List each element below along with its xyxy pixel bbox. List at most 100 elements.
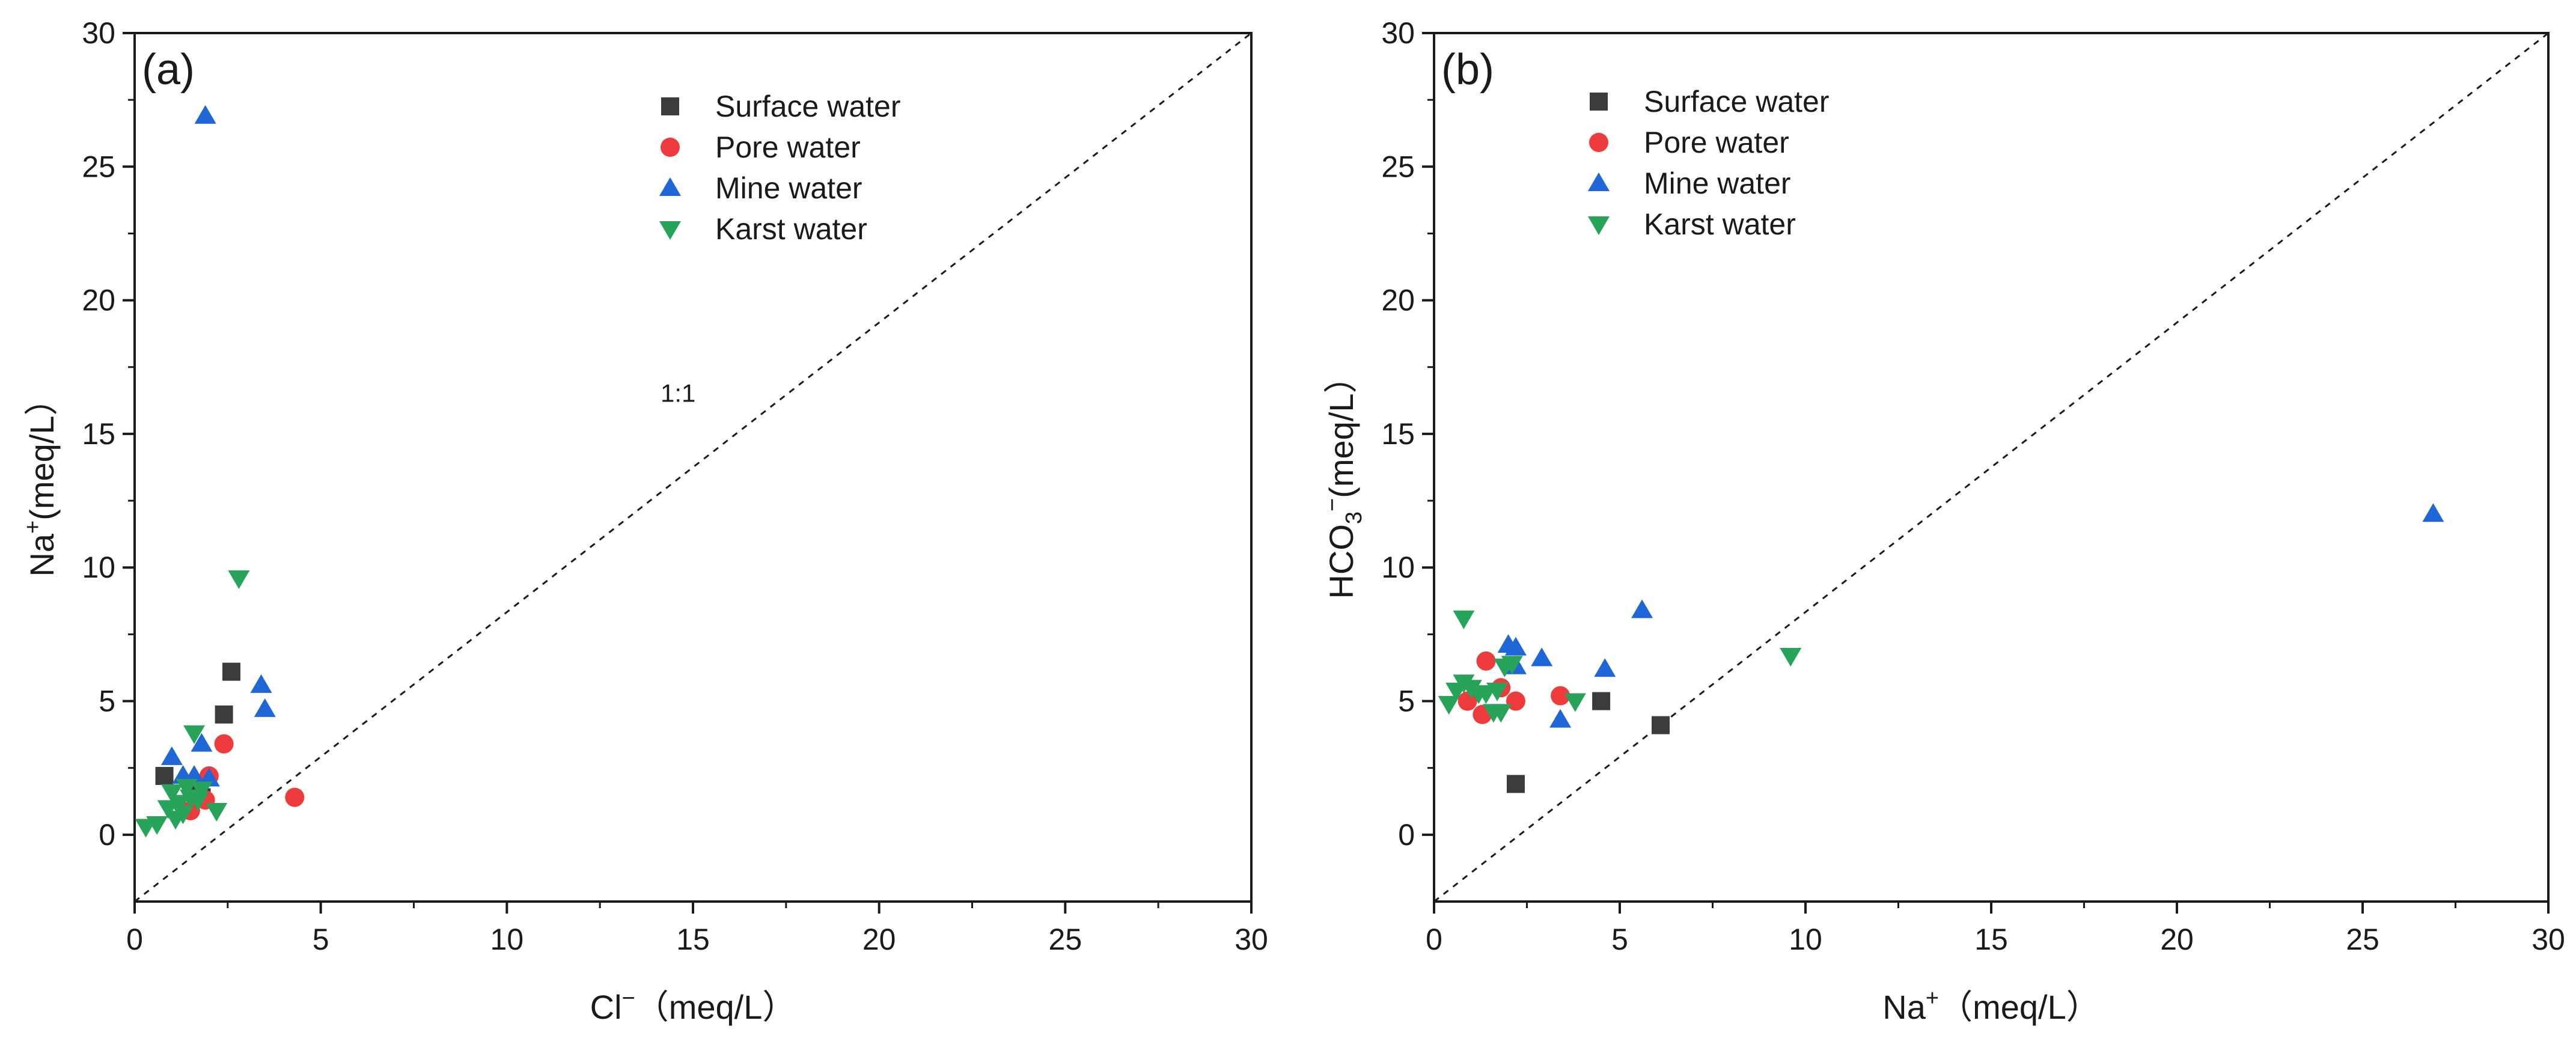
y-tick-label: 15 — [1381, 417, 1415, 451]
point-mine-water — [194, 105, 216, 124]
y-tick-label: 25 — [1381, 150, 1415, 183]
legend-marker-karst — [659, 221, 681, 240]
point-karst-water — [157, 800, 179, 819]
y-tick-label: 0 — [1398, 818, 1415, 852]
panel-b: 0 5 10 15 20 25 30 0 5 10 15 20 25 30 Na+（meq/L） HCO3−(… — [1320, 16, 2565, 1026]
x-tick-label: 15 — [1974, 923, 2008, 956]
point-surface-water — [215, 705, 233, 724]
legend-marker-mine — [659, 177, 681, 196]
x-tick-label: 30 — [1235, 923, 1268, 956]
point-mine-water — [2422, 503, 2444, 522]
legend-label-mine: Mine water — [715, 171, 862, 205]
legend-marker-pore — [661, 138, 680, 157]
plot-frame — [1433, 32, 2550, 903]
point-pore-water — [285, 787, 305, 807]
x-tick-label: 20 — [2160, 923, 2194, 956]
point-karst-water — [168, 795, 191, 814]
y-tick-label: 10 — [1381, 551, 1415, 584]
x-tick-label: 10 — [490, 923, 524, 956]
x-tick-label: 25 — [2346, 923, 2379, 956]
y-axis-title: HCO3−(meq/L） — [1320, 359, 1367, 599]
one-to-one-line — [135, 33, 1251, 902]
point-karst-water — [183, 725, 206, 744]
point-karst-water — [1453, 610, 1475, 629]
one-to-one-line — [1434, 33, 2548, 902]
legend-marker-pore — [1589, 133, 1608, 152]
legend-marker-karst — [1588, 216, 1610, 235]
y-tick-label: 30 — [1381, 16, 1415, 50]
x-tick-label: 5 — [1611, 923, 1628, 956]
x-tick-label: 0 — [126, 923, 143, 956]
point-karst-water — [146, 816, 168, 835]
legend-label-karst: Karst water — [715, 212, 867, 246]
y-tick-label: 30 — [82, 16, 115, 50]
legend-label-pore: Pore water — [715, 130, 861, 164]
point-surface-water — [1651, 716, 1670, 734]
point-mine-water — [254, 698, 276, 717]
point-pore-water — [1506, 691, 1525, 711]
y-tick-label: 0 — [99, 818, 115, 852]
x-tick-label: 30 — [2532, 923, 2565, 956]
panel-label: (a) — [142, 46, 195, 94]
point-mine-water — [1594, 658, 1616, 677]
point-pore-water — [1551, 686, 1570, 706]
point-karst-water — [1501, 656, 1523, 675]
legend-label-pore: Pore water — [1644, 126, 1789, 159]
point-karst-water — [228, 570, 250, 590]
x-axis-title: Na+（meq/L） — [1882, 986, 2099, 1026]
legend-label-surface: Surface water — [1644, 85, 1829, 118]
point-surface-water — [222, 662, 241, 681]
legend-marker-mine — [1588, 172, 1610, 191]
point-karst-water — [1486, 682, 1509, 701]
x-tick-label: 10 — [1789, 923, 1822, 956]
y-tick-label: 20 — [82, 284, 115, 317]
point-karst-water — [172, 805, 194, 825]
y-tick-label: 25 — [82, 150, 115, 183]
legend: Surface water Pore water Mine water Karst w… — [1588, 85, 1829, 241]
point-mine-water — [1531, 647, 1553, 667]
x-tick-label: 5 — [313, 923, 329, 956]
legend: Surface water Pore water Mine water Karst w… — [659, 90, 900, 246]
point-surface-water — [1506, 775, 1525, 793]
legend-marker-surface — [1590, 93, 1608, 111]
panel-label: (b) — [1441, 46, 1494, 94]
legend-label-mine: Mine water — [1644, 166, 1791, 200]
ratio-label: 1:1 — [661, 379, 695, 407]
legend-marker-surface — [661, 97, 679, 115]
legend-label-surface: Surface water — [715, 90, 900, 123]
x-axis-title: Cl−（meq/L） — [590, 986, 796, 1026]
point-karst-water — [206, 802, 228, 822]
y-tick-label: 5 — [99, 685, 115, 718]
x-tick-label: 25 — [1049, 923, 1082, 956]
y-tick-label: 5 — [1398, 685, 1415, 718]
x-tick-label: 20 — [862, 923, 896, 956]
point-mine-water — [160, 746, 183, 765]
point-mine-water — [1504, 636, 1527, 656]
point-surface-water — [155, 767, 174, 786]
point-karst-water — [1780, 647, 1802, 667]
y-tick-label: 10 — [82, 551, 115, 584]
point-karst-water — [160, 784, 183, 803]
point-mine-water — [191, 733, 213, 752]
x-tick-label: 15 — [676, 923, 710, 956]
data-points — [1438, 503, 2444, 793]
data-points — [135, 105, 305, 838]
x-tick-label: 0 — [1426, 923, 1442, 956]
y-tick-label: 15 — [82, 417, 115, 451]
point-mine-water — [1549, 709, 1572, 728]
y-tick-label: 20 — [1381, 284, 1415, 317]
point-pore-water — [1476, 651, 1496, 671]
y-axis-title: Na+(meq/L） — [20, 382, 61, 576]
point-mine-water — [1631, 599, 1653, 618]
point-surface-water — [1592, 692, 1611, 710]
point-karst-water — [1438, 695, 1460, 715]
point-karst-water — [191, 781, 213, 801]
point-pore-water — [214, 734, 234, 754]
point-karst-water — [1564, 693, 1586, 712]
point-karst-water — [1490, 704, 1512, 723]
legend-label-karst: Karst water — [1644, 207, 1796, 241]
panel-a: 0 5 10 15 20 25 30 0 5 10 15 20 25 30 Cl−（meq/L） Na+(me… — [20, 16, 1268, 1026]
point-mine-water — [250, 674, 272, 693]
